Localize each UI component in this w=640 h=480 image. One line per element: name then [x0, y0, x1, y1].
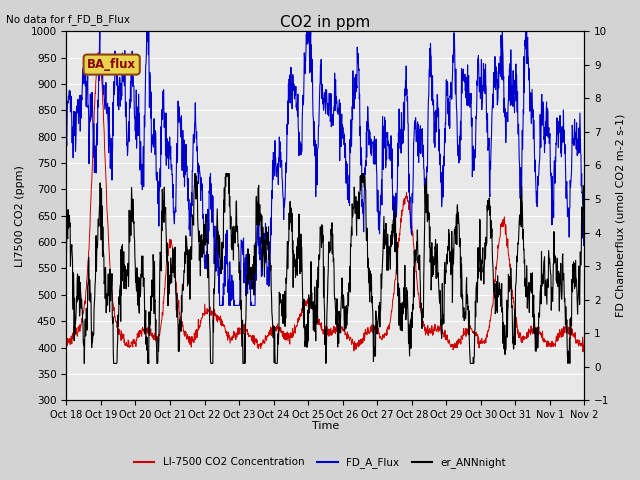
X-axis label: Time: Time [312, 421, 339, 432]
Text: BA_flux: BA_flux [87, 58, 136, 71]
Y-axis label: FD Chamberflux (umol CO2 m-2 s-1): FD Chamberflux (umol CO2 m-2 s-1) [615, 114, 625, 317]
Text: No data for f_FD_B_Flux: No data for f_FD_B_Flux [6, 14, 131, 25]
Y-axis label: LI7500 CO2 (ppm): LI7500 CO2 (ppm) [15, 165, 25, 267]
Legend: LI-7500 CO2 Concentration, FD_A_Flux, er_ANNnight: LI-7500 CO2 Concentration, FD_A_Flux, er… [129, 453, 511, 472]
Title: CO2 in ppm: CO2 in ppm [280, 15, 371, 30]
